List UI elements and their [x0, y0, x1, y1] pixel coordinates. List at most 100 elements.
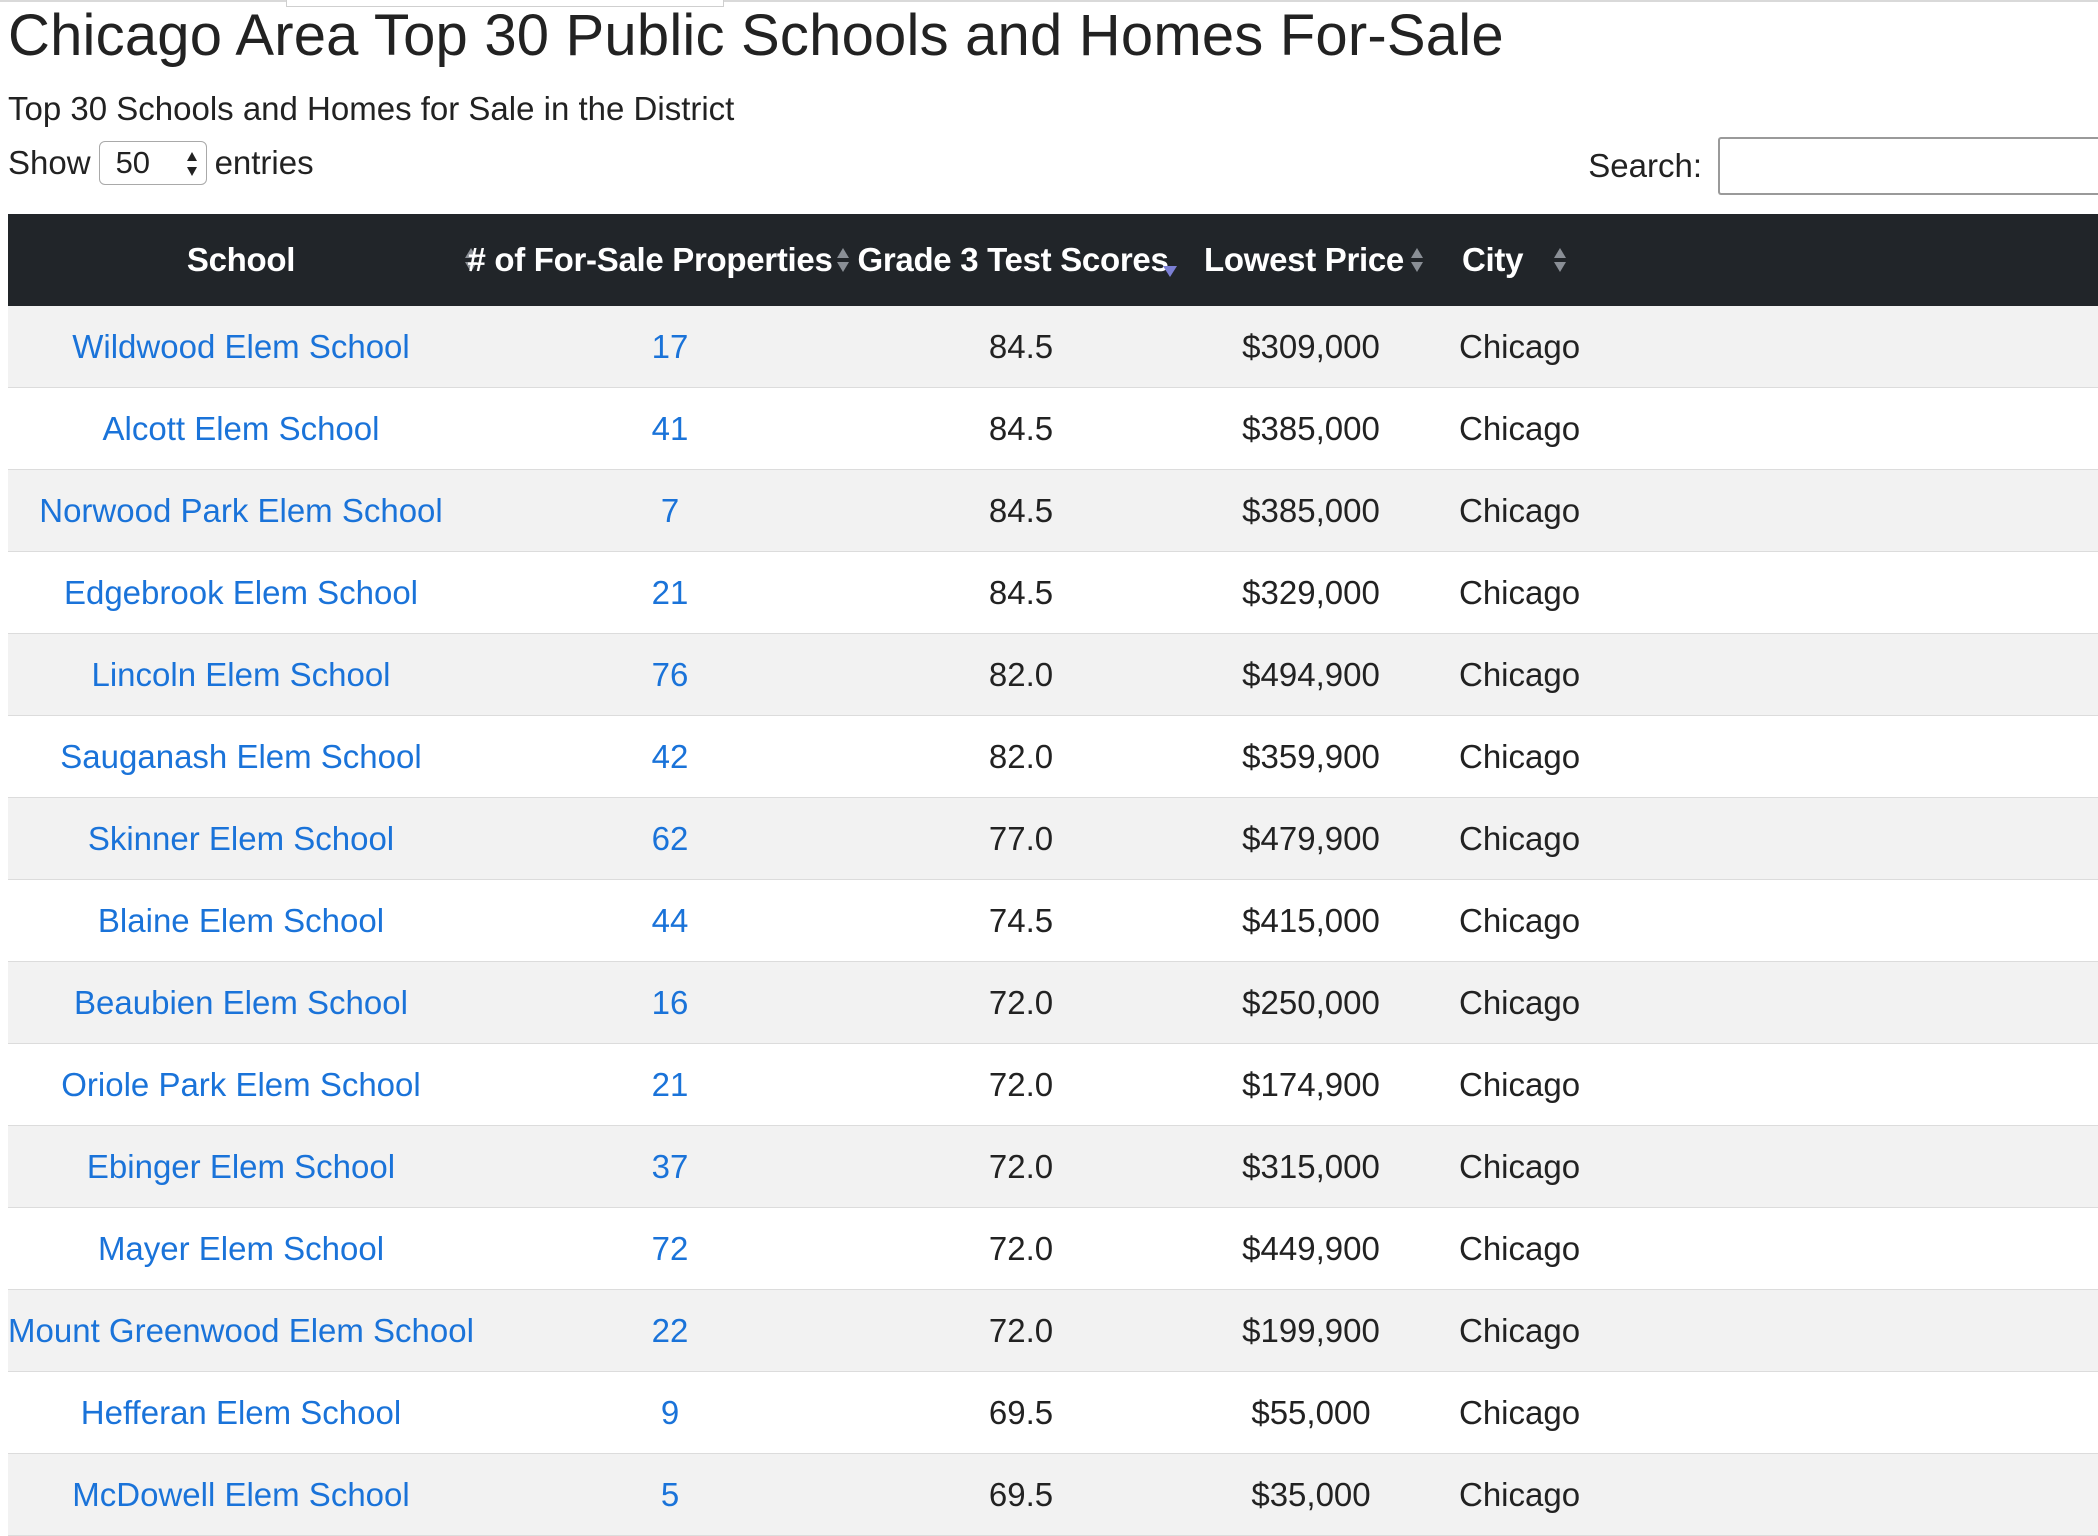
city-value: Chicago	[1459, 327, 1581, 365]
property-count-link[interactable]: 41	[651, 409, 689, 447]
table-row: Mount Greenwood Elem School 22 72.0 $199,90…	[8, 1289, 2098, 1372]
lowest-price-cell: $494,900	[1188, 633, 1424, 716]
property-count-cell: 5	[486, 1453, 858, 1536]
lowest-price-cell: $35,000	[1188, 1453, 1424, 1536]
property-count-link[interactable]: 72	[651, 1229, 689, 1267]
property-count-link[interactable]: 7	[660, 491, 680, 529]
school-name-cell: Sauganash Elem School	[8, 715, 486, 798]
school-name-link[interactable]: Edgebrook Elem School	[63, 573, 419, 611]
grade3-score-value: 82.0	[988, 655, 1054, 693]
column-header-city[interactable]: City	[1424, 214, 2098, 306]
city-value: Chicago	[1459, 655, 1581, 693]
property-count-link[interactable]: 42	[651, 737, 689, 775]
property-count-cell: 62	[486, 797, 858, 880]
table-row: Beaubien Elem School 16 72.0 $250,000 Chicag…	[8, 961, 2098, 1044]
lowest-price-cell: $479,900	[1188, 797, 1424, 880]
grade3-score-cell: 77.0	[858, 797, 1188, 880]
grade3-score-value: 84.5	[988, 327, 1054, 365]
property-count-link[interactable]: 5	[660, 1475, 680, 1513]
property-count-cell: 21	[486, 1043, 858, 1126]
grade3-score-cell: 69.5	[858, 1371, 1188, 1454]
school-name-cell: McDowell Elem School	[8, 1453, 486, 1536]
table-row: Edgebrook Elem School 21 84.5 $329,000 Chica…	[8, 551, 2098, 634]
search-input[interactable]	[1718, 137, 2098, 195]
school-name-link[interactable]: Blaine Elem School	[97, 901, 385, 939]
school-name-link[interactable]: Sauganash Elem School	[60, 737, 422, 775]
lowest-price-cell: $250,000	[1188, 961, 1424, 1044]
grade3-score-cell: 74.5	[858, 879, 1188, 962]
school-name-cell: Ebinger Elem School	[8, 1125, 486, 1208]
property-count-cell: 16	[486, 961, 858, 1044]
school-name-link[interactable]: Beaubien Elem School	[74, 983, 408, 1021]
property-count-link[interactable]: 9	[660, 1393, 680, 1431]
school-name-link[interactable]: Norwood Park Elem School	[39, 491, 443, 529]
property-count-link[interactable]: 37	[651, 1147, 689, 1185]
property-count-link[interactable]: 21	[651, 1065, 689, 1103]
lowest-price-value: $385,000	[1242, 409, 1380, 447]
grade3-score-value: 84.5	[988, 573, 1054, 611]
entries-per-page-select[interactable]: 50	[98, 141, 207, 185]
grade3-score-value: 72.0	[988, 1065, 1054, 1103]
school-name-link[interactable]: Mount Greenwood Elem School	[8, 1311, 474, 1349]
property-count-link[interactable]: 22	[651, 1311, 689, 1349]
lowest-price-cell: $55,000	[1188, 1371, 1424, 1454]
table-body: Wildwood Elem School 17 84.5 $309,000 Chicag…	[8, 306, 2098, 1536]
property-count-cell: 44	[486, 879, 858, 962]
lowest-price-value: $315,000	[1242, 1147, 1380, 1185]
school-name-link[interactable]: Lincoln Elem School	[91, 655, 391, 693]
city-cell: Chicago	[1424, 797, 2098, 880]
property-count-link[interactable]: 76	[651, 655, 689, 693]
school-name-link[interactable]: Wildwood Elem School	[72, 327, 410, 365]
school-name-cell: Alcott Elem School	[8, 387, 486, 470]
school-name-link[interactable]: Skinner Elem School	[87, 819, 395, 857]
school-name-cell: Hefferan Elem School	[8, 1371, 486, 1454]
grade3-score-value: 84.5	[988, 491, 1054, 529]
city-value: Chicago	[1459, 573, 1581, 611]
search-label: Search:	[1588, 147, 1702, 184]
city-cell: Chicago	[1424, 633, 2098, 716]
school-name-link[interactable]: Hefferan Elem School	[80, 1393, 402, 1431]
grade3-score-value: 69.5	[988, 1393, 1054, 1431]
property-count-link[interactable]: 62	[651, 819, 689, 857]
school-name-link[interactable]: Ebinger Elem School	[86, 1147, 396, 1185]
school-name-link[interactable]: Mayer Elem School	[97, 1229, 385, 1267]
grade3-score-cell: 84.5	[858, 387, 1188, 470]
city-value: Chicago	[1459, 1065, 1581, 1103]
grade3-score-cell: 72.0	[858, 1207, 1188, 1290]
property-count-cell: 37	[486, 1125, 858, 1208]
top-tab-edge	[286, 0, 724, 7]
property-count-link[interactable]: 44	[651, 901, 689, 939]
grade3-score-value: 82.0	[988, 737, 1054, 775]
column-header-label: School	[186, 241, 296, 278]
lowest-price-cell: $315,000	[1188, 1125, 1424, 1208]
grade3-score-value: 77.0	[988, 819, 1054, 857]
column-header-grade3-scores[interactable]: Grade 3 Test Scores	[857, 214, 1188, 306]
column-header-lowest-price[interactable]: Lowest Price	[1188, 214, 1424, 306]
property-count-link[interactable]: 17	[651, 327, 689, 365]
length-suffix-label: entries	[214, 144, 314, 181]
table-row: Blaine Elem School 44 74.5 $415,000 Chicago	[8, 879, 2098, 962]
grade3-score-value: 72.0	[988, 1229, 1054, 1267]
grade3-score-cell: 84.5	[858, 306, 1188, 388]
column-header-properties[interactable]: # of For-Sale Properties	[467, 214, 858, 306]
city-cell: Chicago	[1424, 1453, 2098, 1536]
school-name-link[interactable]: McDowell Elem School	[72, 1475, 410, 1513]
sort-both-icon	[1554, 248, 1566, 272]
table-row: Sauganash Elem School 42 82.0 $359,900 Chica…	[8, 715, 2098, 798]
sort-both-icon	[837, 248, 849, 272]
grade3-score-value: 84.5	[988, 409, 1054, 447]
grade3-score-cell: 72.0	[858, 1043, 1188, 1126]
city-value: Chicago	[1459, 983, 1581, 1021]
table-row: Ebinger Elem School 37 72.0 $315,000 Chicago	[8, 1125, 2098, 1208]
lowest-price-cell: $449,900	[1188, 1207, 1424, 1290]
city-cell: Chicago	[1424, 961, 2098, 1044]
table-row: McDowell Elem School 5 69.5 $35,000 Chicago	[8, 1453, 2098, 1536]
property-count-link[interactable]: 21	[651, 573, 689, 611]
school-name-link[interactable]: Alcott Elem School	[102, 409, 380, 447]
city-value: Chicago	[1459, 1147, 1581, 1185]
grade3-score-cell: 72.0	[858, 1289, 1188, 1372]
city-value: Chicago	[1459, 1475, 1581, 1513]
property-count-link[interactable]: 16	[651, 983, 689, 1021]
column-header-school[interactable]: School	[8, 214, 486, 306]
school-name-link[interactable]: Oriole Park Elem School	[61, 1065, 421, 1103]
